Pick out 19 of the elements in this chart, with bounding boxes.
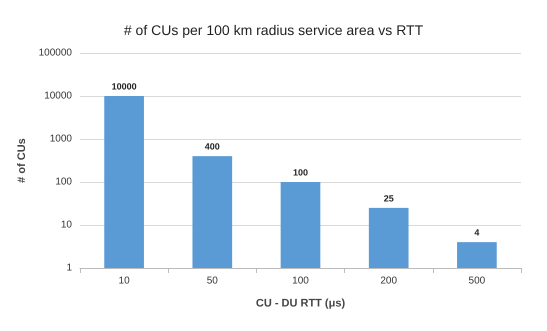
y-tick-label: 100: [55, 176, 72, 188]
x-tick-label: 500: [468, 276, 486, 286]
y-axis-title: # of CUs: [16, 138, 28, 183]
data-label: 4: [474, 228, 480, 238]
x-tick-label: 10: [118, 276, 130, 286]
data-label: 100: [292, 168, 308, 178]
y-tick-label: 10: [60, 220, 72, 230]
data-label: 10000: [112, 82, 137, 92]
x-tick-label: 200: [380, 276, 398, 286]
y-tick-label: 1: [66, 262, 72, 274]
data-label: 25: [384, 193, 394, 204]
y-tick-label: 10000: [44, 90, 72, 102]
x-axis-title: CU - DU RTT (μs): [256, 298, 346, 310]
x-tick-label: 100: [292, 276, 310, 286]
data-label: 400: [204, 142, 220, 152]
x-tick-label: 50: [206, 276, 218, 286]
chart-title: # of CUs per 100 km radius service area vs RTT: [124, 22, 424, 38]
y-tick-label: 1000: [50, 134, 72, 144]
y-tick-label: 100000: [38, 48, 72, 58]
